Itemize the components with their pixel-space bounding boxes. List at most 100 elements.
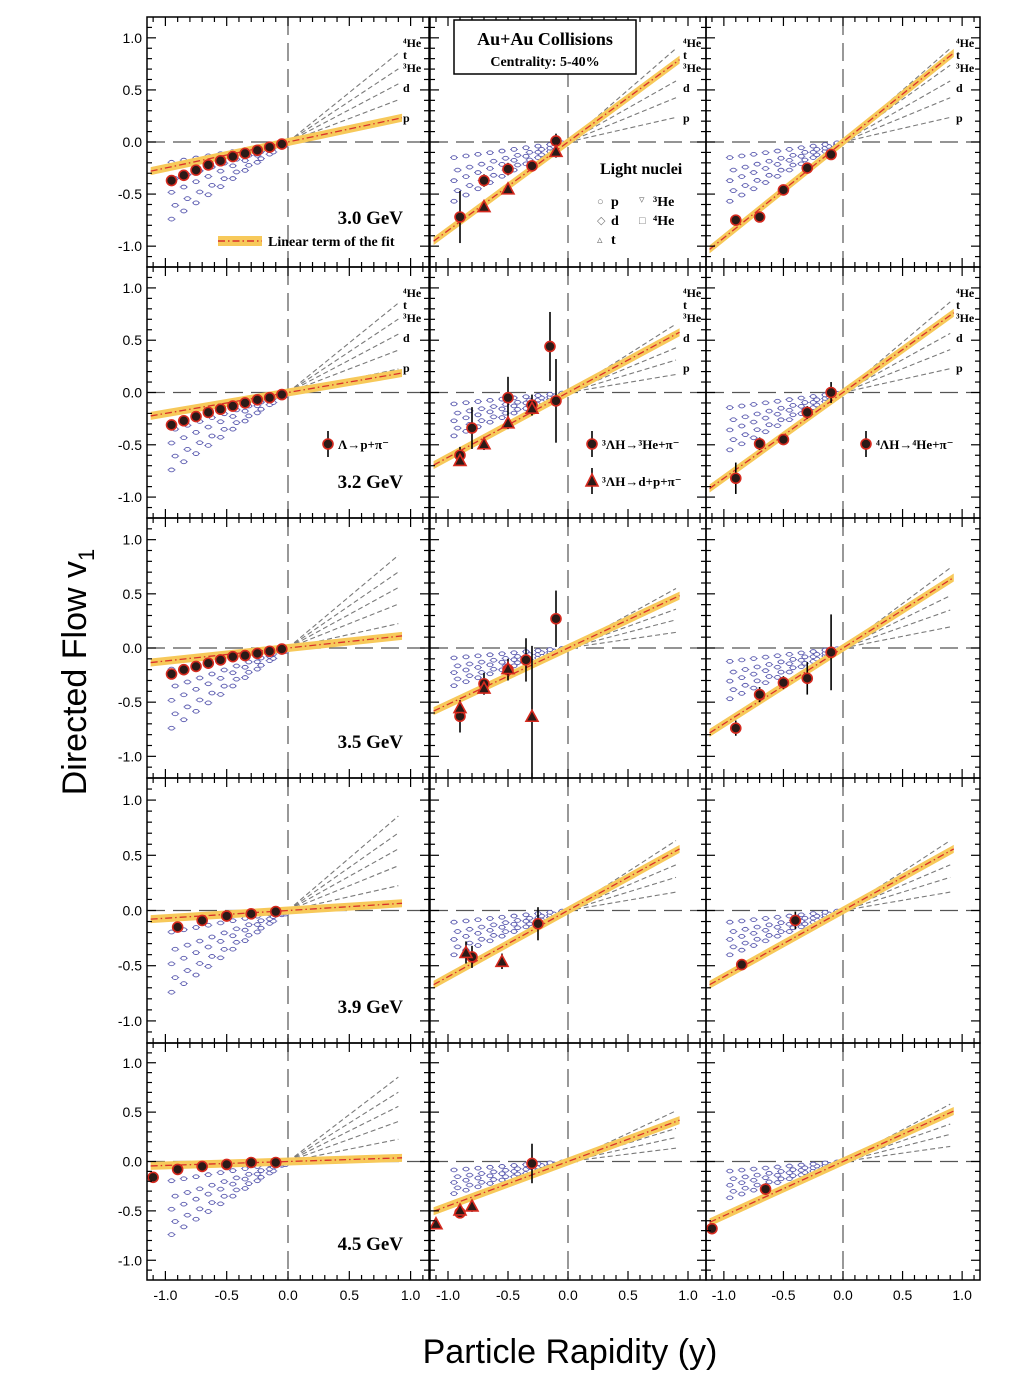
light-nuclei-marker [245,162,253,168]
light-nuclei-marker [789,152,797,158]
light-nuclei-ref-line [287,554,399,649]
data-point-triangle [458,944,474,959]
light-nuclei-marker [801,149,809,155]
light-nuclei-marker [184,942,191,948]
data-point-circle [171,1163,184,1176]
light-nuclei-marker [220,426,228,432]
light-nuclei-marker [205,1191,212,1197]
data-points-group [171,905,282,933]
nuclei-label: ³He [403,311,422,325]
light-nuclei-marker [786,147,793,152]
light-nuclei-marker [233,676,240,682]
light-nuclei-marker [786,167,793,173]
light-nuclei-marker [726,1168,734,1174]
light-nuclei-marker [196,675,203,681]
light-nuclei-marker [510,913,518,919]
light-nuclei-marker [738,441,745,447]
light-nuclei-marker [522,153,530,159]
figure-title: Au+Au Collisions [477,29,613,49]
light-nuclei-ref-line [842,626,951,649]
light-nuclei-marker [798,153,805,159]
light-nuclei-marker [196,1206,203,1212]
light-nuclei-marker [510,403,518,409]
light-nuclei-marker [498,651,506,657]
light-nuclei-marker [762,415,769,421]
light-nuclei-marker [750,419,757,425]
x-tick-label: 1.0 [678,1287,698,1303]
data-point-triangle [500,660,516,675]
x-tick-label: 0.5 [893,1287,913,1303]
light-nuclei-marker [498,173,506,179]
light-nuclei-marker [220,667,228,673]
title-box: Au+Au Collisions Centrality: 5-40% [453,19,637,75]
light-nuclei-marker [474,151,482,157]
light-nuclei-marker [762,150,769,156]
y-tick-label: 0.5 [123,332,143,348]
nuclei-label: p [956,361,963,375]
fit-line [709,1110,955,1223]
y-tick-label: -0.5 [118,186,142,202]
data-points-group [165,138,288,187]
light-nuclei-marker [450,155,458,160]
light-nuclei-marker [450,418,458,424]
light-nuclei-marker [184,704,191,710]
light-nuclei-marker [478,406,485,412]
light-nuclei-ref-line [567,631,677,649]
light-nuclei-marker [220,176,228,181]
light-nuclei-marker [522,918,530,924]
light-nuclei-marker [786,407,793,413]
y-tick-label: -1.0 [118,238,142,254]
light-nuclei-ref-line [287,1076,399,1162]
light-nuclei-marker [534,143,542,149]
data-point-circle [454,211,466,223]
light-nuclei-marker [217,920,224,926]
nuclei-label: ³He [956,311,975,325]
light-nuclei-marker [753,1182,761,1188]
light-nuclei-marker [245,932,253,938]
x-tick-label: 0.0 [833,1287,853,1303]
light-nuclei-ref-line [842,876,951,912]
light-nuclei-marker [510,1163,518,1168]
light-nuclei-marker [750,685,757,691]
light-nuclei-marker [171,1193,179,1199]
light-nuclei-marker [786,157,793,163]
light-nuclei-marker [192,1216,200,1222]
light-nuclei-ref-line [287,83,399,143]
fit-line [709,576,955,734]
light-nuclei-marker [750,1166,757,1172]
light-nuclei-marker [208,182,216,188]
light-nuclei-marker [474,412,482,418]
light-nuclei-marker [254,666,261,672]
fit-group [709,1106,955,1227]
light-nuclei-marker [534,393,542,398]
light-nuclei-marker [254,1171,261,1177]
light-nuclei-marker [466,164,473,170]
light-nuclei-marker [180,981,188,986]
light-nuclei-ref-line [287,68,399,143]
light-nuclei-marker [450,683,458,689]
light-nuclei-marker [466,926,473,932]
data-point-triangle [476,436,492,450]
data-point-triangle [452,452,468,467]
light-nuclei-marker [809,394,817,399]
data-point-circle [214,403,227,416]
light-nuclei-marker [245,1181,253,1186]
light-nuclei-marker [510,657,518,662]
light-nuclei-marker [454,663,461,669]
light-nuclei-marker [730,1188,737,1194]
light-nuclei-marker [184,1190,191,1195]
data-point-circle [227,150,239,163]
light-nuclei-marker [777,1169,785,1174]
light-nuclei-marker [478,161,485,167]
light-nuclei-marker [742,1185,749,1191]
light-nuclei-marker [738,934,745,939]
light-nuclei-marker [241,168,249,173]
light-nuclei-marker [498,148,506,154]
light-nuclei-marker [486,150,494,156]
light-nuclei-marker [801,915,809,921]
light-nuclei-marker [750,151,757,157]
light-nuclei-marker [474,653,482,659]
light-nuclei-marker [765,674,773,679]
light-nuclei-marker [454,1174,461,1180]
light-nuclei-marker [241,408,249,414]
